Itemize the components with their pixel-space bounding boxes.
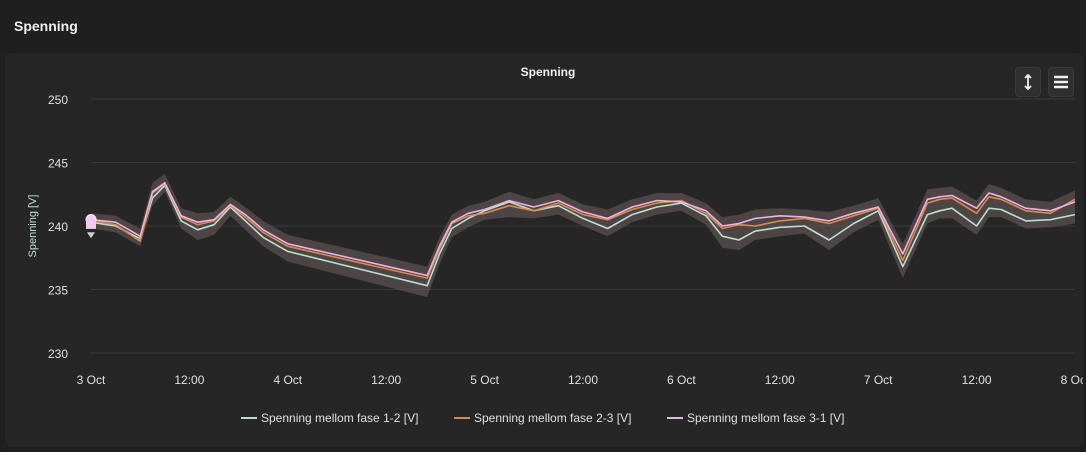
x-tick-label: 3 Oct bbox=[77, 373, 106, 387]
hover-marker bbox=[87, 232, 95, 239]
legend-item-2: Spenning mellom fase 2-3 [V] bbox=[454, 411, 631, 425]
hover-marker bbox=[86, 219, 96, 229]
y-tick-label: 230 bbox=[48, 347, 68, 361]
y-axis-label: Spenning [V] bbox=[27, 195, 39, 258]
x-tick-label: 12:00 bbox=[962, 373, 992, 387]
hamburger-menu-icon bbox=[1053, 75, 1069, 89]
legend-label: Spenning mellom fase 3-1 [V] bbox=[687, 411, 844, 425]
y-tick-label: 245 bbox=[48, 157, 68, 171]
legend-label: Spenning mellom fase 2-3 [V] bbox=[474, 411, 631, 425]
x-tick-label: 12:00 bbox=[765, 373, 795, 387]
legend-item-1: Spenning mellom fase 1-2 [V] bbox=[241, 411, 418, 425]
y-tick-label: 250 bbox=[48, 93, 68, 107]
voltage-chart: Spenning 230 235 240 245 250 Spenning [V] 3 Oct… bbox=[27, 65, 1083, 425]
chart-panel: Spenning 230 235 240 245 250 Spenning [V] 3 Oct… bbox=[5, 53, 1083, 447]
series-line-1 bbox=[90, 184, 1076, 287]
chart-title: Spenning bbox=[521, 65, 576, 79]
x-tick-label: 12:00 bbox=[174, 373, 204, 387]
x-tick-label: 7 Oct bbox=[864, 373, 893, 387]
legend-item-3: Spenning mellom fase 3-1 [V] bbox=[667, 411, 844, 425]
x-tick-label: 12:00 bbox=[371, 373, 401, 387]
menu-button[interactable] bbox=[1048, 67, 1074, 97]
x-tick-label: 12:00 bbox=[568, 373, 598, 387]
series-line-3 bbox=[90, 182, 1076, 277]
min-max-band bbox=[91, 173, 1075, 298]
series-line-2 bbox=[90, 183, 1076, 279]
vertical-resize-icon bbox=[1023, 74, 1033, 90]
x-tick-label: 4 Oct bbox=[273, 373, 302, 387]
x-tick-label: 5 Oct bbox=[470, 373, 499, 387]
x-tick-label: 8 Oct bbox=[1061, 373, 1083, 387]
card-title: Spenning bbox=[14, 18, 78, 34]
legend-label: Spenning mellom fase 1-2 [V] bbox=[261, 411, 418, 425]
y-tick-label: 235 bbox=[48, 284, 68, 298]
y-tick-label: 240 bbox=[48, 220, 68, 234]
zoom-button[interactable] bbox=[1015, 67, 1041, 97]
x-tick-label: 6 Oct bbox=[667, 373, 696, 387]
